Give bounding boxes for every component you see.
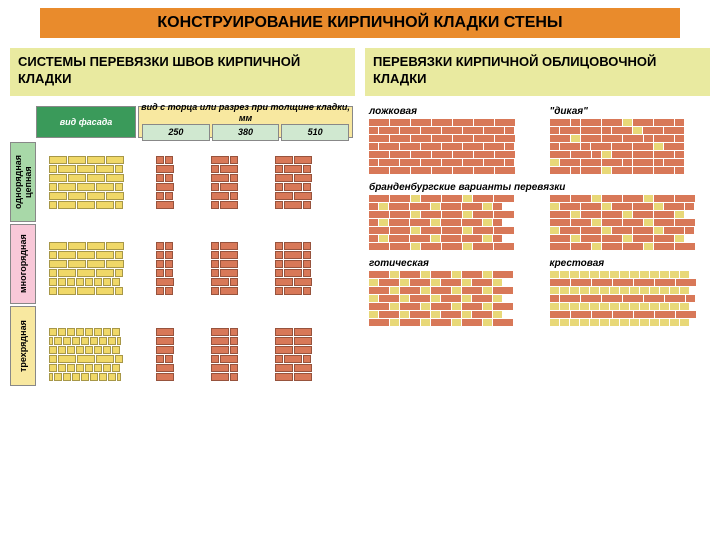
label-gothic: готическая [369, 258, 530, 269]
fasad-2 [36, 242, 136, 295]
brick-table: вид фасада вид с торца или разрез при то… [36, 106, 355, 400]
pattern-stretcher: ложковая [369, 106, 530, 174]
brick-row-1 [36, 142, 355, 222]
pattern-row-1: ложковая "дикая" [369, 106, 710, 174]
fasad-3 [36, 328, 136, 381]
sec-2-380 [194, 242, 254, 295]
pattern-row-2 [369, 195, 710, 250]
sec-1-250 [140, 156, 190, 209]
right-column: ПЕРЕВЯЗКИ КИРПИЧНОЙ ОБЛИЦОВОЧНОЙ КЛАДКИ … [365, 48, 710, 400]
width-510: 510 [281, 124, 349, 141]
right-subtitle: ПЕРЕВЯЗКИ КИРПИЧНОЙ ОБЛИЦОВОЧНОЙ КЛАДКИ [365, 48, 710, 96]
pattern-wild: "дикая" [550, 106, 711, 174]
left-subtitle: СИСТЕМЫ ПЕРЕВЯЗКИ ШВОВ КИРПИЧНОЙ КЛАДКИ [10, 48, 355, 96]
width-subheader: 250 380 510 [141, 123, 350, 142]
header-fasad: вид фасада [36, 106, 136, 138]
vlabel-multi-row: многорядная [10, 224, 36, 304]
pattern-brand-1 [369, 195, 530, 250]
vlabel-three-row: трехрядная [10, 306, 36, 386]
label-stretcher: ложковая [369, 106, 530, 117]
main-title: КОНСТРУИРОВАНИЕ КИРПИЧНОЙ КЛАДКИ СТЕНЫ [40, 8, 680, 38]
sec-1-510 [258, 156, 328, 209]
fasad-1 [36, 156, 136, 209]
sec-3-510 [258, 328, 328, 381]
brick-row-2 [36, 228, 355, 308]
header-torec: вид с торца или разрез при толщине кладк… [138, 106, 353, 138]
width-380: 380 [212, 124, 280, 141]
label-wild: "дикая" [550, 106, 711, 117]
pattern-gothic: готическая [369, 258, 530, 326]
sec-2-250 [140, 242, 190, 295]
width-250: 250 [142, 124, 210, 141]
sec-3-250 [140, 328, 190, 381]
pattern-row-3: готическая крестовая [369, 258, 710, 326]
sec-3-380 [194, 328, 254, 381]
brick-row-3 [36, 314, 355, 394]
header-torec-text: вид с торца или разрез при толщине кладк… [141, 102, 350, 124]
sec-2-510 [258, 242, 328, 295]
left-column: СИСТЕМЫ ПЕРЕВЯЗКИ ШВОВ КИРПИЧНОЙ КЛАДКИ … [10, 48, 355, 400]
vlabel-single-row: однорядная цепная [10, 142, 36, 222]
left-diagram: однорядная цепная многорядная трехрядная… [10, 106, 355, 400]
vertical-labels: однорядная цепная многорядная трехрядная [10, 142, 36, 400]
label-brandenburg: бранденбургские варианты перевязки [369, 182, 710, 193]
content-columns: СИСТЕМЫ ПЕРЕВЯЗКИ ШВОВ КИРПИЧНОЙ КЛАДКИ … [0, 48, 720, 400]
label-cross: крестовая [550, 258, 711, 269]
right-diagram: ложковая "дикая" [365, 106, 710, 326]
sec-1-380 [194, 156, 254, 209]
pattern-cross: крестовая [550, 258, 711, 326]
table-header: вид фасада вид с торца или разрез при то… [36, 106, 355, 138]
pattern-brand-2 [550, 195, 711, 250]
